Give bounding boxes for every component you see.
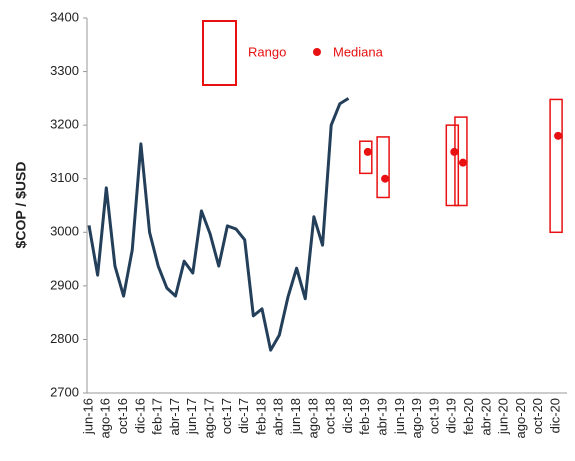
x-tick-label: dic-19 [444,398,459,433]
x-tick-label: jun-19 [392,398,407,435]
x-tick-label: feb-17 [150,398,165,435]
median-dot [363,147,372,156]
range-box [376,136,390,199]
x-tick-label: dic-18 [340,398,355,433]
x-tick-label: jun-18 [288,398,303,435]
x-tick-label: dic-16 [132,398,147,433]
median-dot [381,174,390,183]
median-dot [554,131,563,140]
price-line [87,97,350,352]
legend-median-swatch [313,48,321,56]
y-tick-label: 2900 [50,277,79,292]
y-tick-label: 3300 [50,63,79,78]
y-tick-label: 2700 [50,384,79,399]
y-tick-label: 3100 [50,170,79,185]
x-tick-label: abr-20 [478,398,493,436]
range-box [359,140,373,175]
x-tick-label: dic-20 [548,398,563,433]
x-tick-label: ago-20 [513,398,528,438]
x-tick-label: ago-16 [98,398,113,438]
y-tick-label: 3200 [50,117,79,132]
x-tick-label: oct-16 [115,398,130,434]
x-tick-label: feb-18 [253,398,268,435]
x-tick-label: ago-18 [305,398,320,438]
x-tick-label: abr-19 [375,398,390,436]
x-tick-label: oct-17 [219,398,234,434]
x-tick-label: oct-19 [426,398,441,434]
y-tick-label: 3000 [50,224,79,239]
range-box [454,116,468,207]
legend-median-label: Mediana [333,44,384,59]
x-tick-label: jun-16 [80,398,95,435]
x-tick-label: oct-20 [530,398,545,434]
range-box [549,98,563,234]
x-tick-label: dic-17 [236,398,251,433]
legend-range-swatch [202,20,237,86]
x-tick-label: oct-18 [323,398,338,434]
x-tick-label: feb-20 [461,398,476,435]
y-axis-label: $COP / $USD [13,162,29,249]
y-tick-label: 2800 [50,331,79,346]
y-tick-label: 3400 [50,9,79,24]
x-tick-label: ago-19 [409,398,424,438]
x-tick-label: abr-17 [167,398,182,436]
median-dot [450,147,459,156]
x-tick-label: jun-20 [496,398,511,435]
range-box [445,124,460,207]
x-tick-label: ago-17 [202,398,217,438]
x-tick-label: feb-19 [357,398,372,435]
median-dot [458,158,467,167]
x-tick-label: abr-18 [271,398,286,436]
legend-range-label: Rango [248,44,286,59]
x-tick-label: jun-17 [184,398,199,435]
